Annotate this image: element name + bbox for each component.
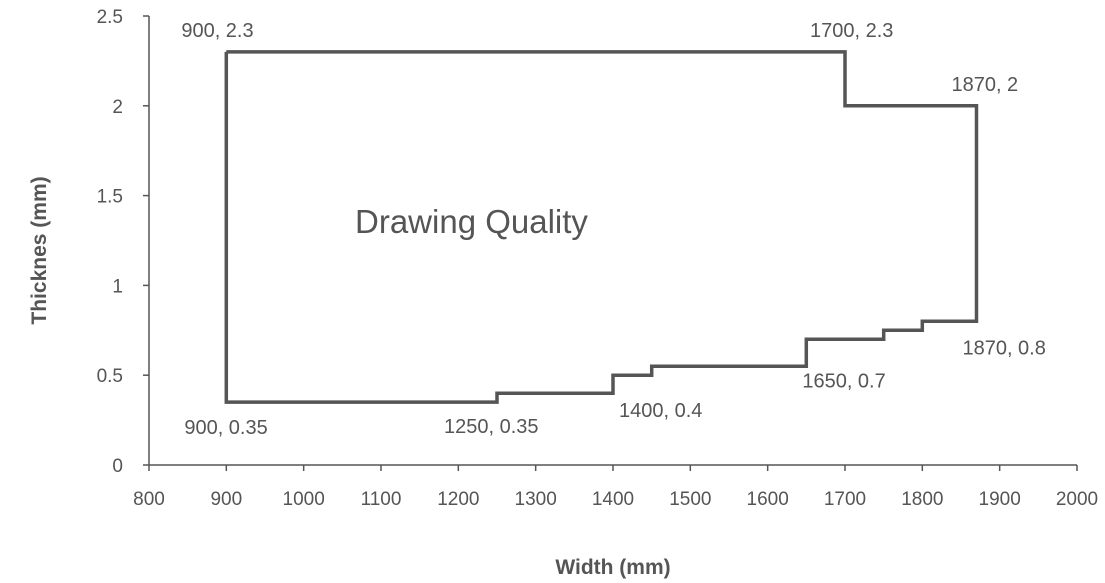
y-tick-label: 2.5 (97, 7, 123, 28)
point-label: 900, 0.35 (184, 417, 267, 439)
point-label: 1250, 0.35 (444, 416, 539, 438)
x-axis-title: Width (mm) (555, 556, 670, 579)
y-tick-label: 0.5 (97, 366, 123, 387)
y-tick-label: 2 (112, 97, 123, 118)
y-tick-label: 0 (112, 456, 123, 477)
chart-annotation: Drawing Quality (355, 203, 588, 240)
x-tick-label: 900 (210, 489, 242, 510)
axes (149, 16, 1077, 465)
x-tick-label: 1200 (437, 489, 479, 510)
x-tick-label: 1900 (979, 489, 1021, 510)
point-label: 1700, 2.3 (810, 20, 893, 42)
x-tick-label: 1400 (592, 489, 634, 510)
y-axis-title: Thicknes (mm) (28, 176, 51, 324)
point-label: 1870, 0.8 (962, 337, 1045, 359)
x-tick-label: 1800 (901, 489, 943, 510)
point-label: 900, 2.3 (181, 20, 253, 42)
x-tick-label: 1700 (824, 489, 866, 510)
x-tick-label: 1300 (515, 489, 557, 510)
series-line (226, 52, 976, 402)
y-tick-label: 1.5 (97, 187, 123, 208)
x-tick-label: 1000 (283, 489, 325, 510)
point-label: 1870, 2 (951, 74, 1018, 96)
x-tick-label: 800 (133, 489, 165, 510)
x-tick-label: 1100 (361, 489, 402, 510)
point-label: 1650, 0.7 (802, 370, 885, 392)
x-tick-label: 2000 (1056, 489, 1098, 510)
series (226, 52, 976, 402)
y-tick-label: 1 (112, 276, 123, 297)
x-tick-label: 1600 (747, 489, 789, 510)
point-label: 1400, 0.4 (619, 400, 702, 422)
x-tick-label: 1500 (669, 489, 711, 510)
